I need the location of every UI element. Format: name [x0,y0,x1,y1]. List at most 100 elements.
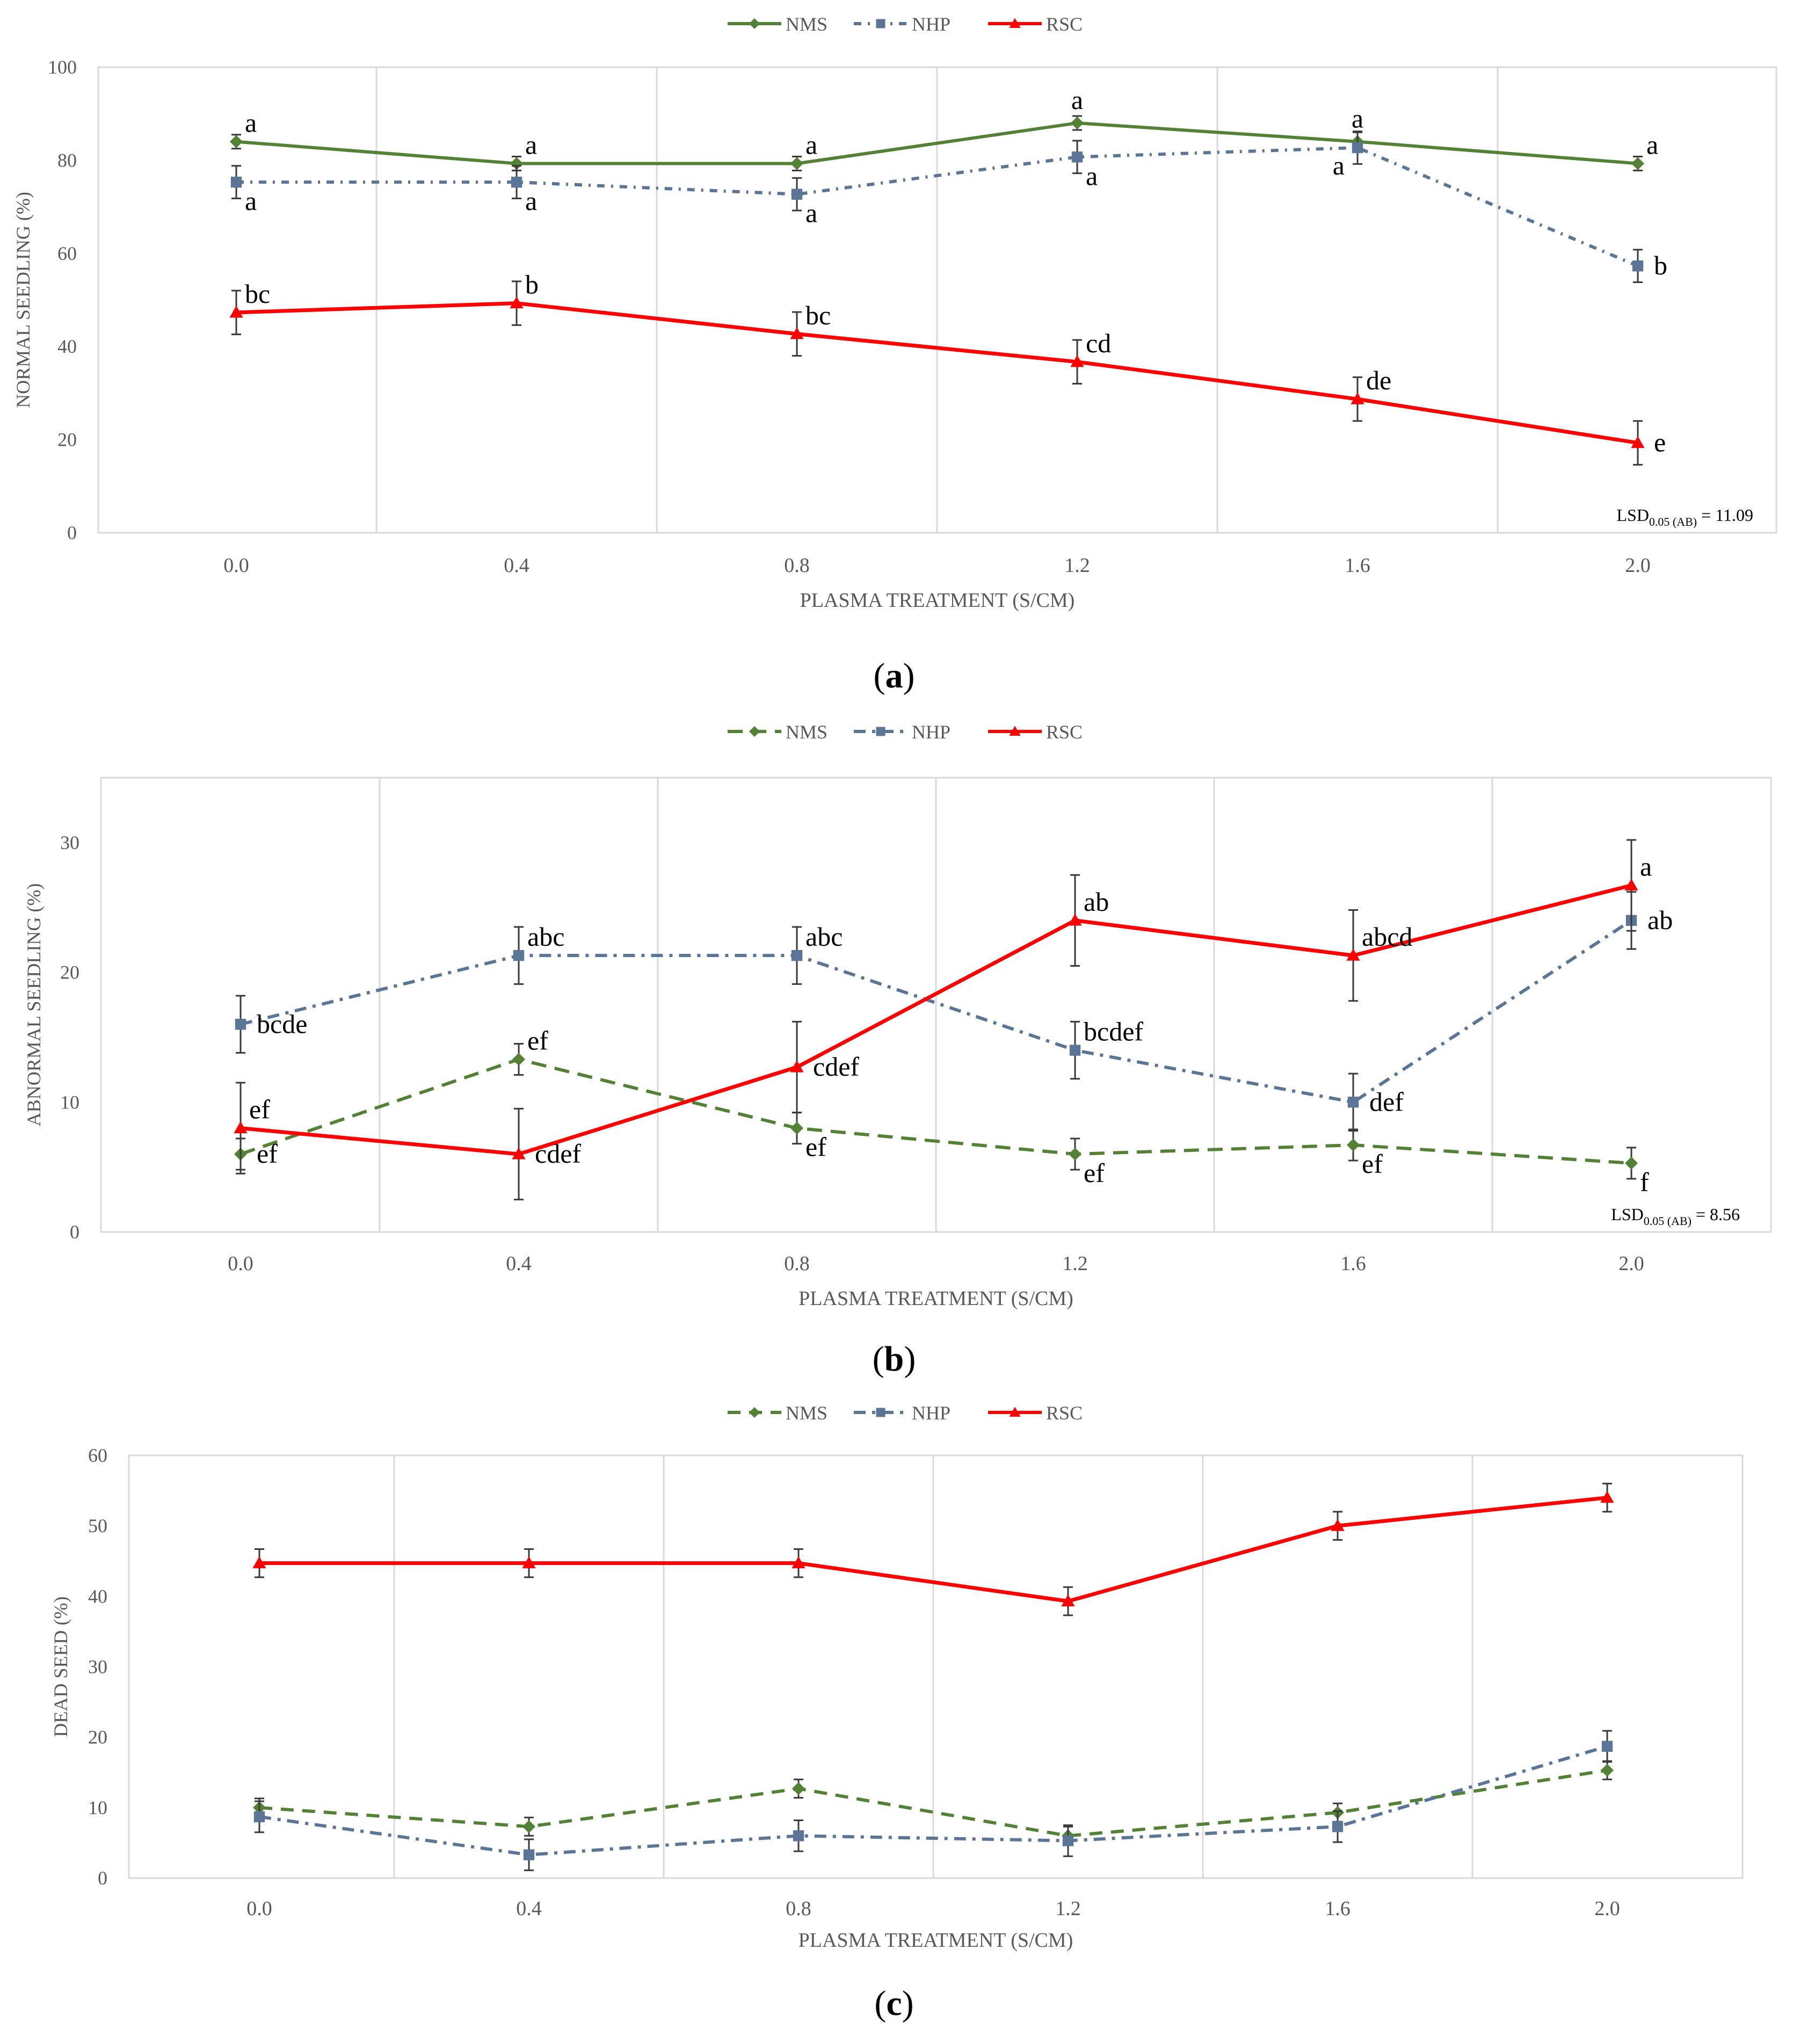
chart-a: 0 20 40 60 80 100 0.0 0.4 0.8 1.2 1.6 2.0 PLASMA TRE… [12,13,1777,695]
x-tick-label: 1.6 [1340,1252,1366,1275]
significance-letter: b [1654,250,1667,280]
data-point-rsc [1331,1519,1345,1531]
significance-letter: abc [527,922,564,952]
data-point-rsc [1351,392,1364,404]
series-line-nms [259,1768,1608,1838]
significance-letter: abcd [1362,922,1412,952]
data-point-nhp [230,176,242,188]
significance-letter: def [1369,1086,1404,1117]
series-line-nhp [259,1744,1608,1857]
panel-caption: (b) [873,1339,916,1379]
data-point-nhp [791,949,803,961]
data-point-rsc [1624,879,1638,891]
lsd-subscript: 0.05 (AB) [1644,1214,1692,1228]
significance-letter: ab [1084,887,1109,917]
x-tick-label: 1.2 [1064,554,1090,577]
y-axis-label: DEAD SEED (%) [50,1597,71,1737]
x-tick-label: 1.6 [1325,1897,1351,1920]
lsd-value: = 11.09 [1697,505,1753,525]
data-point-rsc [510,296,524,309]
x-axis-label: PLASMA TREATMENT (S/CM) [798,1929,1073,1952]
data-point-nms [1069,1147,1081,1161]
y-tick-label: 10 [60,1091,79,1113]
significance-letter: bcde [257,1009,307,1039]
data-point-nhp [253,1811,265,1823]
data-point-rsc [1600,1491,1614,1503]
y-tick-label: 20 [60,962,79,983]
lsd-annotation: LSD0.05 (AB) = 8.56 [1611,1205,1740,1228]
y-tick-label: 50 [88,1515,107,1536]
data-point-nhp [235,1019,246,1030]
legend-marker-rsc [1009,18,1021,28]
data-point-nhp [1071,151,1083,163]
significance-letter: ef [249,1095,270,1125]
lsd-main: LSD [1616,505,1649,525]
x-tick-label: 0.8 [784,1252,810,1275]
series-line-nhp [236,146,1639,267]
data-point-nms [1071,117,1084,130]
significance-letter: ef [527,1026,548,1056]
legend-label-nhp: NHP [912,13,950,35]
y-tick-label: 30 [60,832,79,853]
data-point-nms [1601,1764,1614,1777]
legend: NMS NHP RSC [728,721,1083,743]
legend: NMS NHP RSC [728,1402,1083,1424]
significance-letter: bc [805,300,831,330]
data-point-rsc [1061,1594,1075,1607]
series-nms: ef ef ef ef ef f [234,1026,1649,1197]
data-point-rsc [790,1060,804,1072]
significance-letter: a [805,198,817,228]
data-point-nhp [1352,142,1363,154]
data-point-rsc [229,306,243,318]
x-tick-label: 0.0 [228,1252,253,1275]
y-tick-label: 80 [57,149,77,171]
significance-letter: e [1654,427,1666,458]
y-tick-label: 20 [88,1727,107,1748]
data-point-nms [510,157,523,170]
legend-label-nms: NMS [786,1402,827,1424]
significance-letter: a [1352,104,1363,134]
significance-letter: a [1333,150,1345,180]
y-tick-label: 60 [57,243,77,264]
series-line-rsc [240,883,1632,1156]
x-tick-label: 0.0 [223,554,249,577]
series-line-rsc [259,1496,1608,1604]
x-tick-label: 0.4 [516,1897,542,1920]
series-rsc [252,1482,1614,1617]
x-tick-label: 0.4 [506,1252,532,1275]
legend-label-nms: NMS [786,13,827,35]
x-tick-label: 1.6 [1345,554,1370,577]
series-line-rsc [236,301,1638,445]
data-point-nhp [1332,1821,1344,1832]
significance-letter: b [525,270,539,300]
data-point-nms [1625,1156,1638,1170]
lsd-value: = 8.56 [1692,1205,1740,1224]
lsd-subscript: 0.05 (AB) [1649,515,1697,528]
y-tick-label: 60 [88,1445,107,1466]
y-tick-label: 100 [48,56,77,78]
data-point-nhp [1347,1097,1359,1108]
data-point-nhp [1632,260,1644,272]
series-nhp: a a aa ab [230,131,1667,284]
significance-letter: a [1640,852,1652,882]
y-tick-label: 0 [98,1867,107,1889]
chart-c: 0 10 20 30 40 50 60 0.0 0.4 0.8 1.2 1.6 2.0 PLASMA TR… [50,1402,1744,2023]
panel-caption: (a) [874,656,915,695]
series-rsc: bc b bc cd de e [229,270,1666,466]
panel-caption: (c) [874,1984,913,2023]
series-rsc: ef cdef cdef ab abcd a [234,839,1652,1201]
legend-label-nms: NMS [786,721,827,743]
legend-marker-nhp [876,19,885,28]
significance-letter: a [245,186,257,216]
legend: NMS NHP RSC [728,13,1083,35]
significance-letter: ef [257,1139,278,1169]
legend-label-rsc: RSC [1046,13,1083,35]
x-axis-label: PLASMA TREATMENT (S/CM) [798,1287,1073,1310]
significance-letter: cdef [813,1052,859,1082]
series-nhp [253,1730,1613,1872]
data-point-nhp [1062,1835,1074,1846]
data-point-rsc [1631,436,1645,448]
significance-letter: abc [805,922,843,952]
lsd-main: LSD [1611,1205,1643,1224]
data-point-rsc [234,1121,248,1134]
